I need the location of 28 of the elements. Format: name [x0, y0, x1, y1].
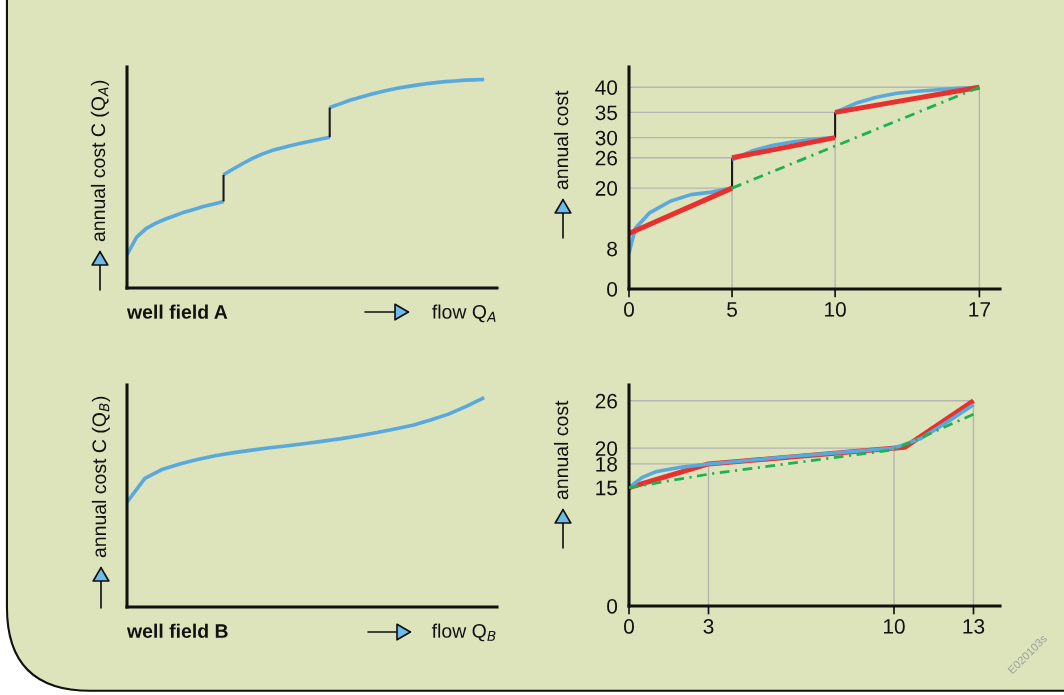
y-tick-label: 26 [595, 150, 617, 166]
x-tick-label: 0 [624, 619, 634, 634]
y-tick-label: 20 [595, 181, 618, 196]
y-tick-label: 30 [595, 130, 618, 146]
y-tick-label: 0 [607, 282, 618, 297]
x-axis-title: flow Q$_{B}$ [431, 623, 496, 642]
y-tick-label: 0 [607, 599, 618, 614]
text: well field B [126, 623, 228, 638]
x-tick-label: 10 [825, 302, 846, 317]
x-tick-label: 17 [969, 302, 990, 317]
y-tick-label: 8 [607, 241, 617, 257]
y-tick-label: 15 [596, 480, 618, 496]
y-axis-title: annual cost [553, 90, 569, 190]
y-axis-title: annual cost C (Q$_{B}$) [91, 396, 110, 558]
x-tick-label: 10 [884, 619, 905, 634]
y-tick-label: 18 [596, 456, 617, 472]
y-tick-label: 35 [595, 105, 618, 121]
y-axis-title: annual cost C (Q$_{A}$) [90, 80, 109, 242]
x-tick-label: 5 [727, 302, 737, 317]
x-tick-label: 0 [624, 302, 634, 317]
x-axis-title: flow Q$_{A}$ [432, 304, 496, 323]
y-tick-label: 26 [595, 393, 617, 409]
y-axis-title: annual cost [553, 400, 569, 500]
x-tick-label: 13 [963, 619, 985, 634]
y-tick-label: 20 [595, 441, 618, 456]
x-tick-label: 3 [703, 619, 714, 634]
text: well field A [126, 304, 228, 319]
y-tick-label: 40 [595, 80, 618, 95]
